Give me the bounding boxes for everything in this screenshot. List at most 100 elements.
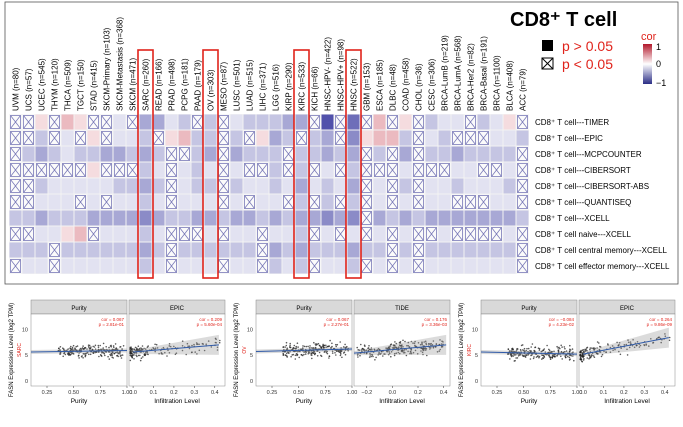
scatter-point <box>154 350 156 353</box>
cancer-label: SKCM-Primary (n=103) <box>103 27 112 111</box>
row-label: SARC <box>17 343 23 357</box>
scatter-point <box>403 348 406 351</box>
scatter-point <box>438 350 441 352</box>
heatmap-cell <box>451 210 464 226</box>
heatmap-cell <box>204 210 217 226</box>
heatmap-cell <box>165 114 178 130</box>
heatmap-cell <box>295 178 308 194</box>
row-label: OV <box>242 346 248 354</box>
heatmap-cell <box>308 242 321 258</box>
heatmap-cell <box>425 130 438 146</box>
scatter-point <box>299 350 301 353</box>
cell-cross-box <box>374 163 385 177</box>
heatmap-cell <box>230 210 243 226</box>
heatmap-cell <box>126 146 139 162</box>
scatter-point <box>340 347 342 349</box>
cancer-label: BRCA-LumA (n=568) <box>454 35 463 111</box>
heatmap-cell <box>113 146 126 162</box>
heatmap-cell <box>373 178 386 194</box>
stat-p: p = 9.86e-09 <box>647 322 673 327</box>
cell-cross-line <box>361 211 372 225</box>
cell-cross-box <box>387 227 398 241</box>
cell-cross-line <box>335 195 346 209</box>
heatmap-cell <box>373 114 386 130</box>
scatter-point <box>181 340 184 343</box>
cancer-column-labels: UVM (n=80) UCS (n=57) UCEC (n=545) THYM (n=… <box>12 17 528 111</box>
heatmap-cell <box>282 210 295 226</box>
heatmap-cell <box>230 178 243 194</box>
scatter-point <box>421 343 423 346</box>
heatmap-cell <box>243 114 256 130</box>
scatter-point <box>440 343 443 345</box>
scatter-point <box>431 344 434 346</box>
scatter-point <box>313 353 316 356</box>
scatter-point <box>513 354 516 356</box>
cell-cross-line <box>10 227 21 241</box>
heatmap-cell <box>256 178 269 194</box>
cell-cross-line <box>179 227 190 241</box>
scatter-point <box>515 354 517 356</box>
x-tick-label: 1.00 <box>347 390 358 396</box>
heatmap-cell <box>61 242 74 258</box>
heatmap-cell <box>35 194 48 210</box>
scatter-point <box>203 349 206 352</box>
scatter-point <box>534 346 537 349</box>
scatter-point <box>560 350 563 353</box>
scatter-point <box>344 343 346 346</box>
cell-cross-box <box>10 179 21 193</box>
scatter-point <box>90 346 92 348</box>
scatter-point <box>407 341 410 344</box>
scatter-point <box>331 342 333 345</box>
scatter-point <box>74 348 77 351</box>
scatter-point <box>102 342 105 345</box>
cancer-label: BLCA (n=408) <box>506 60 515 111</box>
scatter-point <box>323 344 326 347</box>
scatter-point <box>116 355 118 357</box>
scatter-point <box>360 343 362 346</box>
scatter-point <box>198 343 200 346</box>
scatter-point <box>368 356 371 358</box>
scatter-point <box>370 355 373 358</box>
cell-cross-box <box>517 259 528 273</box>
scatter-point <box>94 348 97 351</box>
cell-cross-box <box>166 259 177 273</box>
cell-cross-box <box>387 115 398 129</box>
scatter-point <box>325 350 327 352</box>
scatter-point <box>361 350 363 353</box>
cell-cross-box <box>413 147 424 161</box>
heatmap-cell <box>178 162 191 178</box>
scatter-point <box>517 355 520 357</box>
highlight-box <box>345 49 362 279</box>
scatter-point <box>393 352 396 355</box>
scatter-point <box>78 357 80 359</box>
heatmap-cell <box>35 242 48 258</box>
cell-cross-line <box>309 227 320 241</box>
scatter-point <box>294 347 297 350</box>
heatmap-cell <box>113 258 126 274</box>
scatter-point <box>508 350 511 352</box>
heatmap-cell <box>113 178 126 194</box>
scatter-point <box>601 353 604 356</box>
stat-p: p = 5.60e-04 <box>197 322 223 327</box>
scatter-point <box>97 346 100 349</box>
scatter-point <box>129 354 132 357</box>
heatmap-cell <box>256 146 269 162</box>
scatter-point <box>543 348 546 350</box>
scatter-point <box>600 355 603 358</box>
heatmap-cell <box>165 210 178 226</box>
heatmap-cell <box>191 146 204 162</box>
method-label: CD8⁺ T cell---QUANTISEQ <box>535 198 631 207</box>
scatter-point <box>169 345 172 348</box>
scatter-point <box>571 352 573 354</box>
scatter-point <box>66 349 68 351</box>
scatter-point <box>145 351 147 354</box>
stat-cor: cor = 0.209 <box>199 317 222 322</box>
cell-cross-line <box>101 131 112 145</box>
scatter-point <box>404 340 406 343</box>
scatter-point <box>657 336 659 339</box>
scatter-point <box>552 355 554 358</box>
scatter-point <box>582 354 585 357</box>
scatter-point <box>636 341 639 343</box>
cell-cross-line <box>283 163 294 177</box>
scatter-point <box>69 347 71 349</box>
